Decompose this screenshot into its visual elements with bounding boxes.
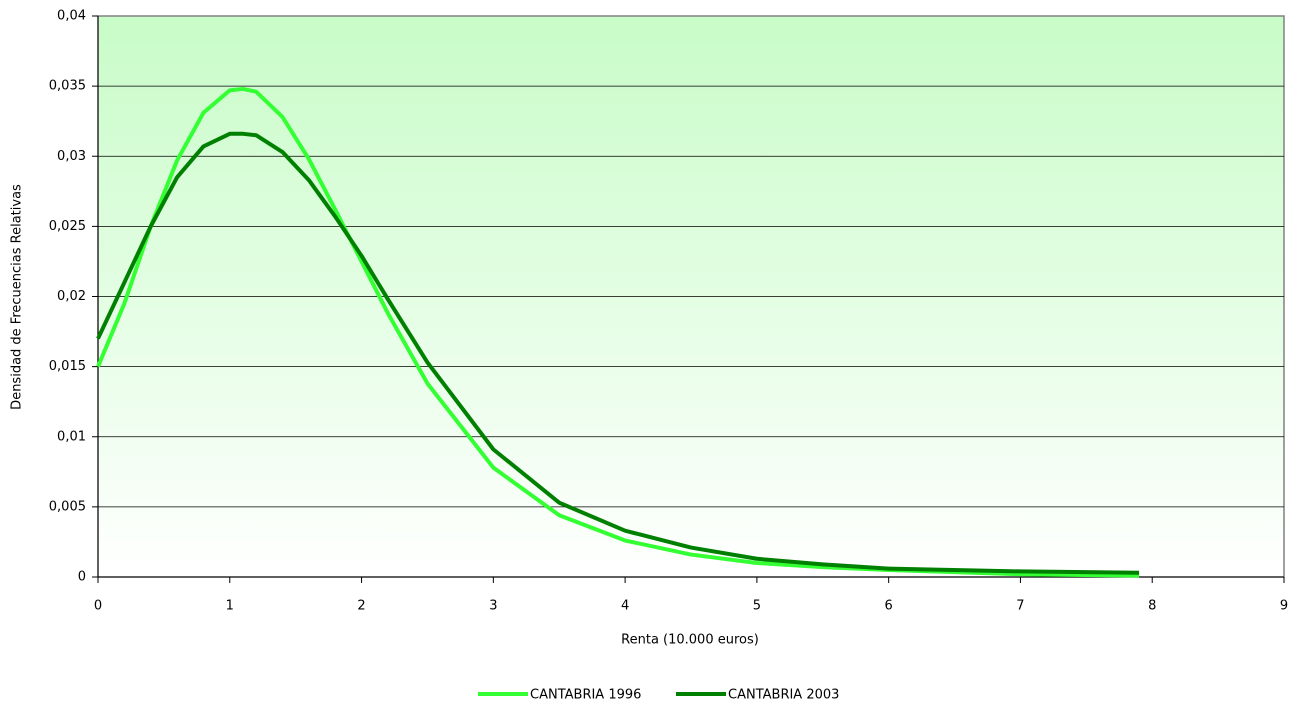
- y-tick-label: 0: [78, 570, 86, 585]
- y-tick-label: 0,04: [57, 9, 86, 24]
- x-tick-label: 4: [621, 599, 629, 614]
- x-axis-label: Renta (10.000 euros): [621, 633, 759, 648]
- y-tick-label: 0,025: [49, 219, 86, 234]
- x-tick-label: 7: [1016, 599, 1024, 614]
- x-tick-label: 3: [489, 599, 497, 614]
- legend-label: CANTABRIA 1996: [530, 688, 641, 703]
- y-tick-label: 0,01: [57, 429, 86, 444]
- x-tick-label: 5: [753, 599, 761, 614]
- y-tick-label: 0,03: [57, 149, 86, 164]
- x-tick-label: 2: [357, 599, 365, 614]
- series-line: [96, 86, 1140, 578]
- series-line: [96, 131, 1140, 575]
- x-tick-label: 0: [94, 599, 102, 614]
- y-tick-label: 0,02: [57, 289, 86, 304]
- x-tick-label: 8: [1148, 599, 1156, 614]
- x-tick-label: 1: [226, 599, 234, 614]
- y-axis-label: Densidad de Frecuencias Relativas: [10, 184, 25, 410]
- y-tick-label: 0,015: [49, 359, 86, 374]
- x-tick-label: 6: [885, 599, 893, 614]
- x-tick-label: 9: [1280, 599, 1288, 614]
- y-tick-label: 0,035: [49, 79, 86, 94]
- y-tick-label: 0,005: [49, 499, 86, 514]
- legend-label: CANTABRIA 2003: [728, 688, 839, 703]
